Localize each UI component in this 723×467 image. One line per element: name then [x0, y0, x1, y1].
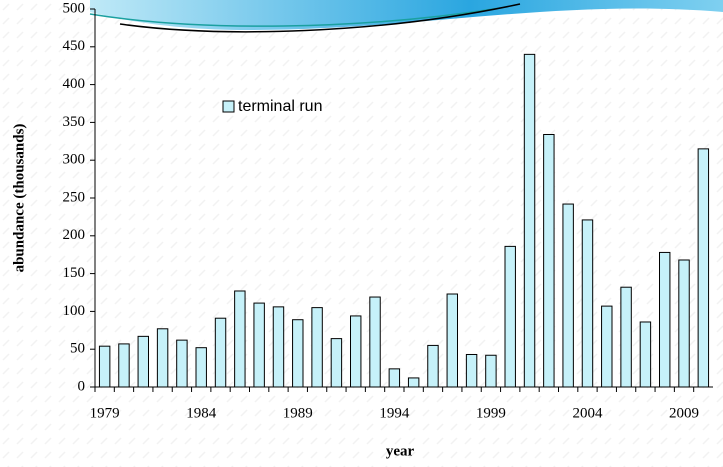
bar — [235, 291, 245, 387]
y-tick-label: 50 — [70, 341, 85, 357]
bar — [119, 344, 129, 387]
bar — [177, 340, 187, 387]
legend-swatch — [223, 101, 234, 112]
bar — [254, 303, 264, 387]
bar — [602, 306, 612, 387]
bar — [215, 318, 225, 387]
bar — [660, 252, 670, 387]
bar — [447, 294, 457, 387]
chart: year abundance (thousands) terminal run … — [0, 0, 723, 467]
x-tick-label: 2009 — [669, 405, 699, 421]
y-tick-label: 200 — [63, 227, 86, 243]
bar — [486, 355, 496, 387]
bar — [563, 204, 573, 387]
bar — [698, 149, 708, 387]
y-tick-label: 400 — [63, 76, 86, 92]
bar — [157, 329, 167, 387]
y-tick-label: 250 — [63, 189, 86, 205]
y-tick-label: 450 — [63, 38, 86, 54]
bar — [99, 346, 109, 387]
bar — [524, 54, 534, 387]
x-tick-label: 1989 — [283, 405, 313, 421]
x-tick-label: 1999 — [476, 405, 506, 421]
bar — [428, 345, 438, 387]
bar — [312, 308, 322, 387]
bar — [331, 339, 341, 387]
bar — [196, 348, 206, 387]
x-tick-label: 1984 — [186, 405, 217, 421]
y-tick-label: 150 — [63, 265, 86, 281]
bar — [505, 246, 515, 387]
y-tick-label: 0 — [78, 378, 86, 394]
y-tick-label: 100 — [63, 303, 86, 319]
bar — [544, 134, 554, 387]
x-tick-label: 1979 — [90, 405, 120, 421]
x-tick-label: 2004 — [572, 405, 603, 421]
bar — [370, 297, 380, 387]
y-tick-label: 300 — [63, 152, 86, 168]
x-axis-title: year — [386, 443, 415, 459]
bar — [640, 322, 650, 387]
bar — [293, 320, 303, 387]
bar — [351, 316, 361, 387]
bar — [582, 220, 592, 387]
x-tick-label: 1994 — [379, 405, 410, 421]
bar — [389, 369, 399, 387]
y-tick-label: 500 — [63, 0, 86, 16]
bar — [408, 378, 418, 387]
bar — [679, 260, 689, 387]
bar — [466, 354, 476, 387]
bar — [138, 336, 148, 387]
bar — [621, 287, 631, 387]
bar — [273, 307, 283, 387]
y-axis-title: abundance (thousands) — [11, 124, 27, 273]
background — [0, 0, 723, 467]
y-tick-label: 350 — [63, 114, 86, 130]
legend-label: terminal run — [238, 98, 322, 115]
